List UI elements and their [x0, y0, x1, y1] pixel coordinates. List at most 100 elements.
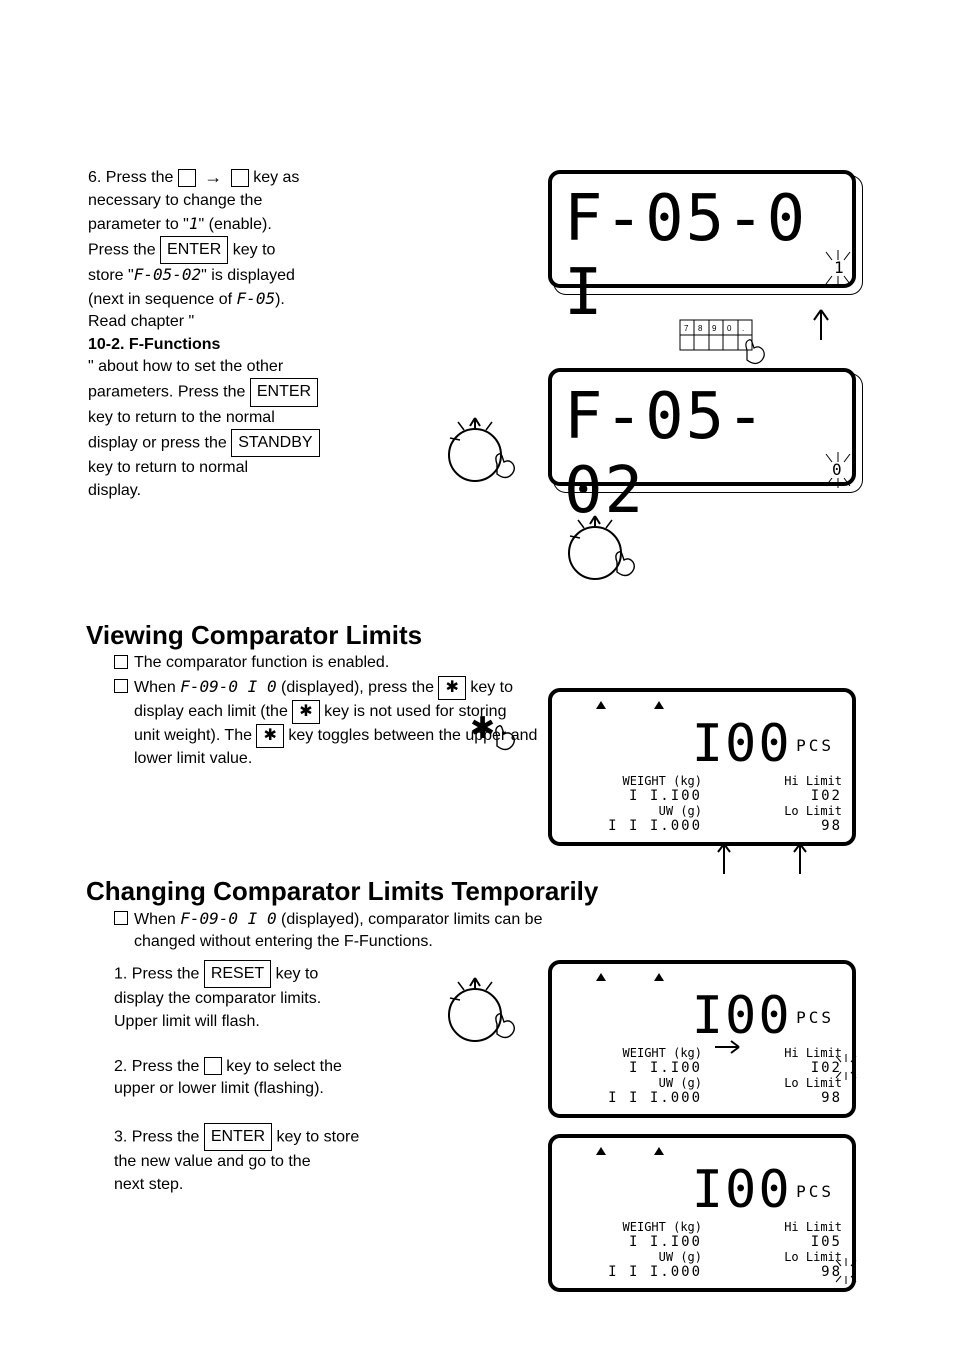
- uw-val-3: I I I.000: [562, 1264, 702, 1280]
- triangle-icon: [654, 973, 664, 981]
- bullet-3: [114, 911, 128, 925]
- arrow-right-icon: →: [204, 167, 222, 187]
- count-unit: PCS: [796, 736, 834, 755]
- enter-press-icon-1: [440, 410, 540, 505]
- enter-key-2[interactable]: ENTER: [250, 378, 318, 406]
- hi-label-3: Hi Limit: [732, 1220, 842, 1234]
- star-key-1[interactable]: ✱: [438, 676, 465, 700]
- s1b: key to: [276, 965, 319, 982]
- step6-line4-suffix: key to: [233, 241, 276, 258]
- svg-text:✱: ✱: [470, 712, 495, 745]
- s4a: 2. Press the: [114, 1058, 199, 1075]
- weight-label-3: WEIGHT (kg): [562, 1220, 702, 1234]
- arrow-up-to-lcd1: [806, 300, 836, 345]
- hi-val: I02: [732, 788, 842, 804]
- s1a: 1. Press the: [114, 965, 199, 982]
- triangle-icon: [654, 1147, 664, 1155]
- bullet-2: [114, 679, 128, 693]
- triangle-icon: [596, 701, 606, 709]
- viewing-b2-suffix: (displayed), press the: [281, 680, 434, 697]
- step6-line13: key to return to normal: [88, 459, 248, 476]
- viewing-b4-prefix: unit weight). The: [134, 728, 252, 745]
- changing-b1-prefix: When: [134, 911, 176, 928]
- flash-indicator-1: 1: [818, 248, 858, 293]
- step6-line7: Read chapter ": [88, 313, 194, 330]
- viewing-b3: display each limit (the: [134, 704, 292, 721]
- lcd-f-05-02: F-05-02: [548, 368, 856, 486]
- weight-val-2: I I.I00: [562, 1060, 702, 1076]
- count-unit-2: PCS: [796, 1008, 834, 1027]
- viewing-b2-prefix: When: [134, 680, 176, 697]
- step6-line6-code: F-05: [237, 289, 276, 308]
- changing-b1-code: F-09-0 I 0: [180, 909, 276, 928]
- step6-line11: key to return to the normal: [88, 409, 275, 426]
- enter-press-icon-2: [560, 508, 660, 603]
- enter-key-3[interactable]: ENTER: [204, 1123, 272, 1151]
- lo-label: Lo Limit: [732, 804, 842, 818]
- lo-label-2: Lo Limit: [732, 1076, 842, 1090]
- svg-text:0: 0: [727, 324, 732, 333]
- viewing-b2-suffix2: key to: [470, 680, 513, 697]
- hi-val-3: I05: [732, 1234, 842, 1250]
- svg-text:0: 0: [832, 460, 842, 479]
- arrow-up-limit: [790, 838, 810, 879]
- weight-val-3: I I.I00: [562, 1234, 702, 1250]
- flash-lines-icon: [832, 1258, 862, 1284]
- step6-line12: display or press the: [88, 435, 231, 452]
- viewing-b2-code: F-09-0 I 0: [180, 678, 276, 697]
- uw-val: I I I.000: [562, 818, 702, 834]
- s5: upper or lower limit (flashing).: [114, 1080, 324, 1097]
- s8: next step.: [114, 1176, 183, 1193]
- weight-val: I I.I00: [562, 788, 702, 804]
- step6-line3-suffix: " (enable).: [198, 216, 271, 233]
- lo-val: 98: [732, 818, 842, 834]
- right-arrow-icon: [715, 1040, 745, 1059]
- tenkey-icon[interactable]: 7890.: [680, 320, 770, 375]
- count-value-2: I00: [692, 986, 792, 1046]
- step6-line5-code: F-05-02: [134, 265, 201, 284]
- reset-key[interactable]: RESET: [204, 960, 271, 988]
- key-small-a[interactable]: [178, 169, 196, 187]
- viewing-heading: Viewing Comparator Limits: [86, 620, 422, 651]
- changing-b1-suffix: (displayed), comparator limits can be: [281, 911, 542, 928]
- enter-key-1[interactable]: ENTER: [160, 236, 228, 264]
- s3: Upper limit will flash.: [114, 1013, 260, 1030]
- svg-text:7: 7: [684, 324, 689, 333]
- triangle-icon: [596, 973, 606, 981]
- lo-val-3: 98: [732, 1264, 842, 1280]
- star-key-2[interactable]: ✱: [292, 700, 319, 724]
- lcd-count-1: I00 PCS WEIGHT (kg) I I.I00 UW (g) I I I…: [548, 688, 856, 846]
- lcd-count-3: I00 PCS WEIGHT (kg) I I.I00 UW (g) I I I…: [548, 1134, 856, 1292]
- key-small-b[interactable]: [231, 169, 249, 187]
- count-value: I00: [692, 714, 792, 774]
- svg-text:1: 1: [834, 258, 844, 277]
- uw-label-3: UW (g): [562, 1250, 702, 1264]
- step6-line5-suffix: " is displayed: [201, 267, 295, 284]
- viewing-b1: The comparator function is enabled.: [134, 652, 389, 674]
- svg-text:.: .: [742, 324, 744, 333]
- star-press-icon: ✱: [460, 700, 550, 785]
- step6-line1-prefix: 6. Press the: [88, 169, 173, 186]
- flash-indicator-0: 0: [818, 450, 858, 495]
- triangle-icon: [654, 701, 664, 709]
- lo-label-3: Lo Limit: [732, 1250, 842, 1264]
- svg-text:8: 8: [698, 324, 703, 333]
- viewing-b5: lower limit value.: [134, 750, 252, 767]
- step6-line8: 10-2. F-Functions: [88, 336, 220, 353]
- standby-key[interactable]: STANDBY: [231, 429, 319, 457]
- s4b: key to select the: [226, 1058, 342, 1075]
- arrow-key-box[interactable]: [204, 1057, 222, 1075]
- count-value-3: I00: [692, 1160, 792, 1220]
- weight-label-2: WEIGHT (kg): [562, 1046, 702, 1060]
- star-key-3[interactable]: ✱: [256, 724, 283, 748]
- enter-press-icon-3: [440, 970, 540, 1065]
- s6a: 3. Press the: [114, 1128, 199, 1145]
- step6-line6-suffix: ).: [275, 291, 285, 308]
- hi-val-2: I02: [732, 1060, 842, 1076]
- lcd-count-2: I00 PCS WEIGHT (kg) I I.I00 UW (g) I I I…: [548, 960, 856, 1118]
- lcd-f-05-01: F-05-0 I: [548, 170, 856, 288]
- hi-label: Hi Limit: [732, 774, 842, 788]
- changing-b2: changed without entering the F-Functions…: [134, 933, 433, 950]
- s2: display the comparator limits.: [114, 990, 321, 1007]
- uw-val-2: I I I.000: [562, 1090, 702, 1106]
